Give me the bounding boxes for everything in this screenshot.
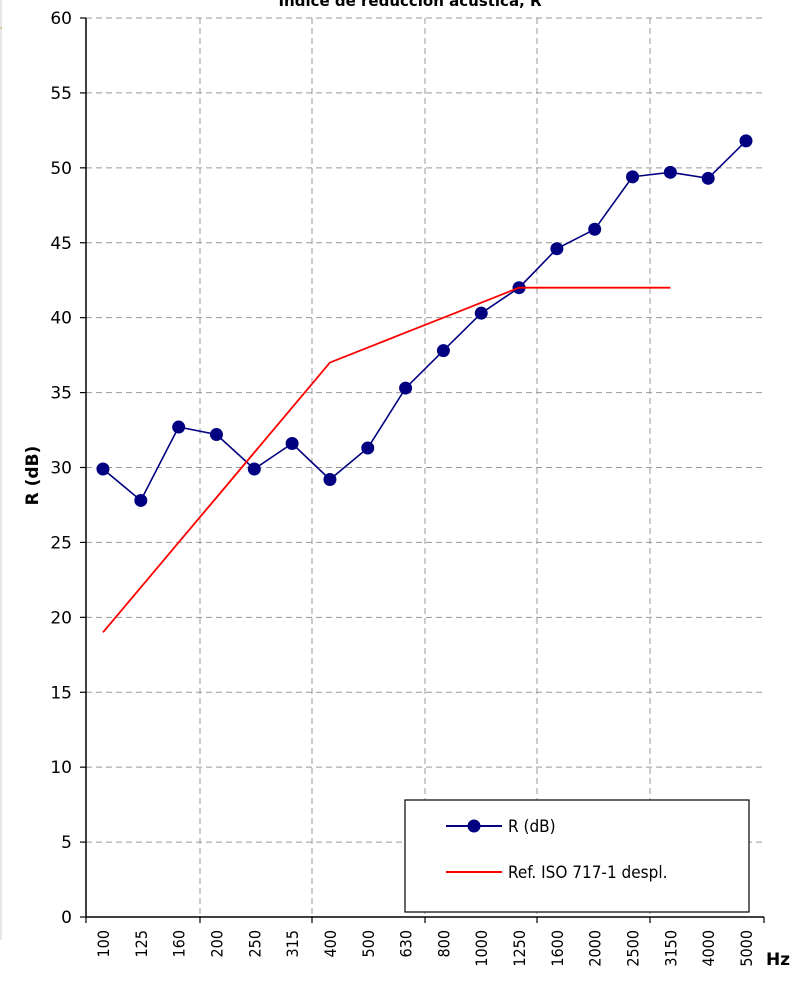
data-point-r <box>285 437 299 451</box>
y-tick-label: 25 <box>50 533 72 553</box>
x-tick-label: 400 <box>321 930 340 957</box>
y-tick-label: 50 <box>50 159 72 179</box>
data-point-r <box>209 428 223 442</box>
data-point-r <box>436 344 450 358</box>
y-tick-label: 15 <box>50 683 72 703</box>
y-tick-label: 55 <box>50 84 72 104</box>
y-tick-label: 45 <box>50 234 72 254</box>
data-point-r <box>247 462 261 476</box>
y-tick-label: 20 <box>50 608 72 628</box>
data-point-r <box>361 441 375 455</box>
x-tick-label: 3150 <box>661 930 680 967</box>
x-axis-label: Hz <box>766 950 790 970</box>
legend-label-ref: Ref. ISO 717-1 despl. <box>508 863 667 883</box>
x-tick-label: 315 <box>283 930 302 957</box>
y-tick-label: 30 <box>50 459 72 479</box>
x-tick-label: 2000 <box>586 930 605 967</box>
x-tick-label: 125 <box>132 930 151 957</box>
y-tick-label: 60 <box>50 9 72 29</box>
legend-label-r: R (dB) <box>508 817 556 837</box>
x-tick-label: 1000 <box>472 930 491 967</box>
x-tick-label: 2500 <box>624 930 643 967</box>
data-point-r <box>474 306 488 320</box>
y-tick-labels: 0 5 10 15 20 25 30 35 40 45 50 55 60 <box>50 9 72 928</box>
x-tick-label: 160 <box>170 930 189 957</box>
data-point-r <box>323 472 337 486</box>
data-point-r <box>96 462 110 476</box>
y-tick-label: 35 <box>50 384 72 404</box>
y-tick-label: 10 <box>50 758 72 778</box>
grid <box>86 17 764 917</box>
data-point-r <box>172 420 186 434</box>
data-point-r <box>550 242 564 256</box>
x-tick-label: 500 <box>359 930 378 957</box>
legend-box <box>404 799 750 913</box>
x-tick-label: 5000 <box>737 930 756 967</box>
x-tick-label: 100 <box>94 930 113 957</box>
y-tick-label: 5 <box>61 833 72 853</box>
data-point-r <box>588 222 602 236</box>
data-point-r <box>701 171 715 185</box>
series-line-ref <box>102 286 671 633</box>
data-point-r <box>134 493 148 507</box>
left-edge-decoration <box>0 0 2 940</box>
x-tick-label: 1250 <box>510 930 529 967</box>
legend: R (dB) Ref. ISO 717-1 despl. <box>404 799 750 913</box>
x-tick-label: 250 <box>245 930 264 957</box>
data-point-r <box>626 170 640 184</box>
y-axis-label: R (dB) <box>23 446 43 506</box>
series-layer <box>96 134 753 633</box>
axes <box>80 17 765 923</box>
x-tick-labels: 100 125 160 200 250 315 400 500 630 800 1000 1250 16… <box>94 930 756 967</box>
chart-title: Índice de reducción acústica, R <box>278 0 542 10</box>
x-tick-label: 630 <box>397 930 416 957</box>
x-tick-label: 1600 <box>548 930 567 967</box>
x-tick-label: 4000 <box>699 930 718 967</box>
legend-marker-r <box>467 819 481 833</box>
x-tick-label: 800 <box>434 930 453 957</box>
data-point-r <box>739 134 753 148</box>
data-point-r <box>663 165 677 179</box>
data-point-r <box>399 381 413 395</box>
y-tick-label: 40 <box>50 309 72 329</box>
x-tick-label: 200 <box>207 930 226 957</box>
y-tick-label: 0 <box>61 908 72 928</box>
